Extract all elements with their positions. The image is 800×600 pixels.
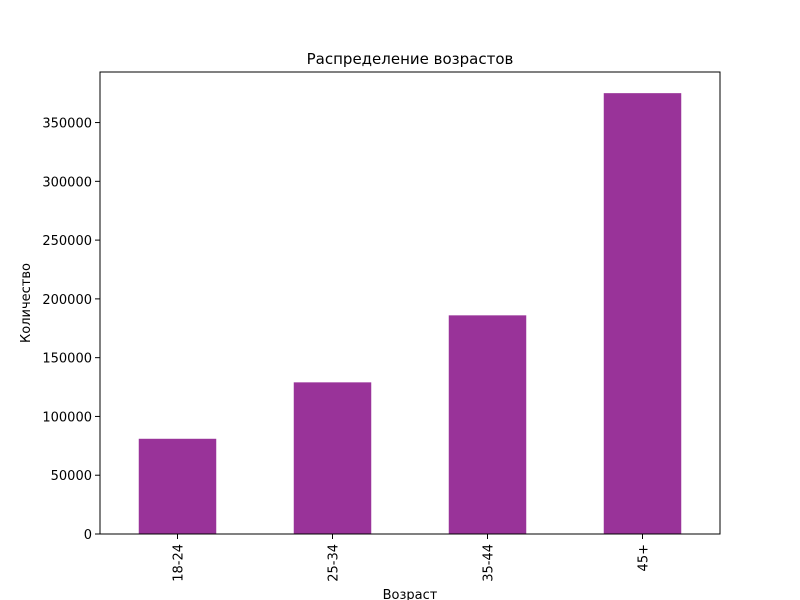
y-tick-label: 100000	[42, 410, 92, 425]
y-tick-label: 250000	[42, 234, 92, 249]
y-axis-ticks: 0 50000 100000 150000 200000 250000 300000 3500…	[42, 117, 100, 543]
bar-45+	[603, 93, 682, 534]
y-tick-label: 350000	[42, 117, 92, 132]
x-tick-label: 18-24	[172, 544, 187, 582]
x-axis-label: Возраст	[383, 588, 438, 600]
x-tick-label: 35-44	[482, 544, 497, 582]
y-axis-label: Количество	[19, 263, 34, 343]
plot-frame	[99, 71, 721, 535]
y-tick-label: 200000	[42, 293, 92, 308]
y-tick-label: 300000	[42, 175, 92, 190]
x-axis-ticks: 18-24 25-34 35-44 45+	[172, 534, 652, 582]
y-tick-label: 150000	[42, 352, 92, 367]
bar-25-34	[293, 382, 372, 534]
x-tick-label: 25-34	[327, 544, 342, 582]
y-tick-label: 50000	[51, 469, 92, 484]
bars-group	[138, 93, 682, 534]
y-tick-label: 0	[84, 528, 92, 543]
bar-35-44	[448, 315, 527, 534]
bar-18-24	[138, 438, 217, 534]
x-tick-label: 45+	[637, 544, 652, 571]
chart-title: Распределение возрастов	[307, 50, 514, 68]
